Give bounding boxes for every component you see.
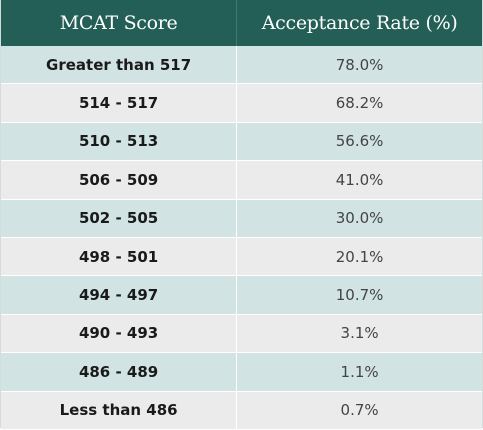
table-header: MCAT Score Acceptance Rate (%)	[1, 0, 482, 46]
mcat-score-cell: 502 - 505	[1, 199, 237, 238]
header-acceptance-rate: Acceptance Rate (%)	[236, 0, 482, 46]
acceptance-rate-cell: 30.0%	[236, 199, 482, 238]
table-row: 486 - 489 1.1%	[1, 352, 482, 392]
mcat-score-cell: Greater than 517	[1, 46, 237, 85]
acceptance-rate-cell: 56.6%	[236, 122, 482, 162]
mcat-score-cell: 514 - 517	[1, 83, 237, 123]
mcat-score-cell: 510 - 513	[1, 122, 237, 162]
acceptance-rate-cell: 78.0%	[236, 46, 482, 85]
table-body: Greater than 517 78.0% 514 - 517 68.2% 5…	[1, 46, 482, 430]
acceptance-rate-cell: 41.0%	[236, 160, 482, 200]
mcat-score-cell: 486 - 489	[1, 352, 237, 392]
table-row: 494 - 497 10.7%	[1, 275, 482, 315]
acceptance-rate-cell: 3.1%	[236, 314, 482, 354]
table-row: 498 - 501 20.1%	[1, 237, 482, 277]
acceptance-rate-cell: 20.1%	[236, 237, 482, 277]
acceptance-rate-cell: 10.7%	[236, 275, 482, 315]
table-row: 502 - 505 30.0%	[1, 199, 482, 238]
table-row: Less than 486 0.7%	[1, 391, 482, 430]
mcat-score-cell: 490 - 493	[1, 314, 237, 354]
table-row: 514 - 517 68.2%	[1, 83, 482, 123]
mcat-score-cell: 506 - 509	[1, 160, 237, 200]
mcat-score-cell: 498 - 501	[1, 237, 237, 277]
header-mcat-score: MCAT Score	[1, 0, 237, 46]
table-row: Greater than 517 78.0%	[1, 46, 482, 85]
table-row: 510 - 513 56.6%	[1, 122, 482, 162]
header-row: MCAT Score Acceptance Rate (%)	[1, 0, 482, 46]
acceptance-rate-cell: 0.7%	[236, 391, 482, 430]
mcat-score-cell: Less than 486	[1, 391, 237, 430]
mcat-score-cell: 494 - 497	[1, 275, 237, 315]
table-row: 490 - 493 3.1%	[1, 314, 482, 354]
acceptance-rate-cell: 1.1%	[236, 352, 482, 392]
acceptance-rate-cell: 68.2%	[236, 83, 482, 123]
table-row: 506 - 509 41.0%	[1, 160, 482, 200]
